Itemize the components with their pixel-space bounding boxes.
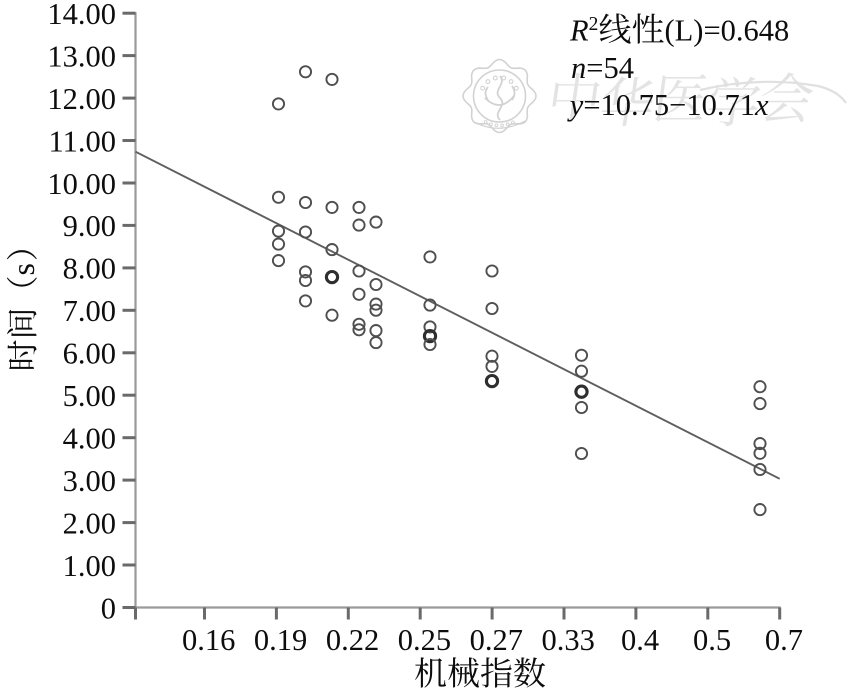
svg-text:4.00: 4.00 — [63, 422, 116, 456]
svg-text:0.33: 0.33 — [542, 623, 595, 657]
svg-text:0: 0 — [101, 591, 116, 625]
svg-text:R2: R2 — [569, 14, 598, 48]
svg-text:0.22: 0.22 — [326, 623, 379, 657]
svg-text:10.00: 10.00 — [47, 167, 116, 201]
svg-text:y=10.75−10.71x: y=10.75−10.71x — [567, 88, 769, 122]
svg-text:13.00: 13.00 — [47, 39, 116, 73]
svg-text:5.00: 5.00 — [63, 379, 116, 413]
svg-text:12.00: 12.00 — [47, 82, 116, 116]
svg-text:0.4: 0.4 — [621, 623, 659, 657]
svg-text:0.7: 0.7 — [765, 623, 803, 657]
svg-text:8.00: 8.00 — [63, 252, 116, 286]
svg-text:14.00: 14.00 — [47, 0, 116, 31]
svg-text:0.27: 0.27 — [470, 623, 523, 657]
svg-text:0.25: 0.25 — [398, 623, 451, 657]
svg-text:6.00: 6.00 — [63, 337, 116, 371]
svg-text:s: s — [5, 263, 41, 275]
svg-text:0.19: 0.19 — [254, 623, 307, 657]
svg-text:1.00: 1.00 — [63, 549, 116, 583]
svg-text:(L)=0.648: (L)=0.648 — [665, 14, 790, 48]
svg-text:3.00: 3.00 — [63, 464, 116, 498]
svg-text:n=54: n=54 — [571, 51, 634, 85]
svg-text:11.00: 11.00 — [49, 124, 117, 158]
svg-text:0.5: 0.5 — [693, 623, 731, 657]
svg-text:7.00: 7.00 — [63, 294, 116, 328]
svg-text:2.00: 2.00 — [63, 506, 116, 540]
svg-text:0.16: 0.16 — [182, 623, 235, 657]
svg-text:9.00: 9.00 — [63, 209, 116, 243]
